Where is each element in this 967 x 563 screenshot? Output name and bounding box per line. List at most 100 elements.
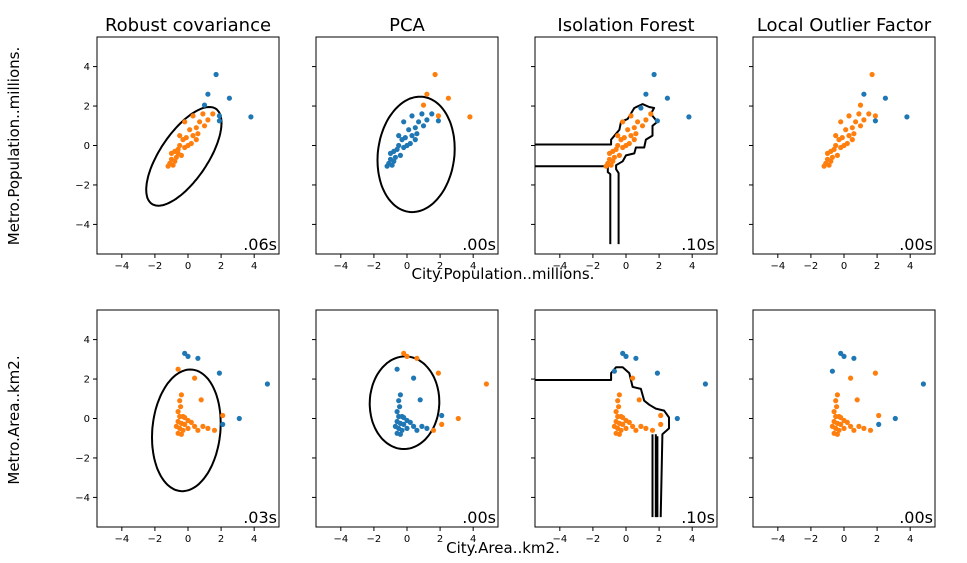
data-point-inlier [195,427,201,433]
data-point-inlier [198,397,204,403]
data-point-inlier [165,163,171,169]
data-point-inlier [396,398,402,404]
data-point-outlier [904,114,910,120]
subplot-title: Isolation Forest [557,15,694,36]
data-point-inlier [384,163,390,169]
data-point-inlier [633,131,639,137]
data-point-outlier [467,114,473,120]
data-point-inlier [616,404,622,410]
data-point-inlier [843,127,849,133]
data-point-inlier [412,125,418,131]
data-point-inlier [399,427,405,433]
data-point-inlier [401,414,407,421]
data-point-inlier [180,137,186,143]
data-point-outlier [638,105,644,111]
data-point-outlier [420,102,427,108]
data-point-inlier [636,397,642,403]
x-tick-label: −2 [367,261,382,272]
data-point-inlier [396,133,402,139]
x-tick-label: 2 [218,534,224,545]
data-point-outlier [611,368,618,374]
data-point-inlier [396,142,402,149]
data-point-inlier [626,419,632,425]
data-point-inlier [846,113,852,119]
subplot-2: PCA −4 −2 0 2 4 .00s [312,15,499,272]
x-label-top: City.Population..millions. [412,265,595,283]
data-point-inlier [420,123,427,129]
data-point-inlier [648,111,654,117]
data-point-inlier [851,131,857,137]
data-point-inlier [172,158,178,164]
subplot-7: −4 −2 0 2 4 .10s [531,309,718,545]
data-point-inlier [401,144,407,151]
decision-boundary [150,368,222,493]
x-tick-label: 0 [404,261,410,272]
data-point-inlier [177,133,183,139]
x-tick-label: 2 [656,534,662,545]
data-point-inlier [628,113,634,119]
data-point-outlier [205,91,211,97]
data-point-inlier [603,163,609,169]
data-point-inlier [190,133,196,139]
x-tick-label: −4 [333,534,348,545]
data-point-inlier [856,423,862,429]
data-point-inlier [220,412,226,419]
data-point-inlier [409,113,415,119]
data-point-inlier [417,397,423,403]
data-point-inlier [623,425,629,431]
x-tick-label: 4 [689,534,695,545]
x-tick-label: −4 [770,261,785,272]
y-tick-label: 2 [84,375,90,386]
data-point-inlier [416,119,422,125]
x-tick-label: −4 [770,534,785,545]
data-point-outlier [920,381,927,387]
data-point-inlier [424,425,430,431]
subplot-1: Robust covariance −4 −2 0 2 4 −4 −2 0 2 4 .06s [75,15,280,272]
data-point-inlier [631,125,637,131]
data-point-inlier [844,419,850,425]
data-point-inlier [180,427,186,433]
x-tick-label: 4 [907,534,913,545]
data-point-outlier [623,353,629,359]
y-tick-label: 4 [84,335,90,346]
data-point-outlier [435,370,441,376]
data-point-inlier [849,125,855,131]
data-point-inlier [435,118,441,124]
data-point-inlier [205,117,211,123]
data-point-inlier [399,137,405,143]
data-point-inlier [615,133,621,139]
data-point-inlier [192,375,198,381]
data-point-inlier [833,133,839,139]
data-point-outlier [838,350,844,356]
data-point-outlier [216,113,222,119]
data-point-inlier [849,137,855,143]
data-point-inlier [615,142,621,149]
data-point-outlier [664,95,671,101]
data-point-inlier [821,163,827,169]
data-point-inlier [857,123,864,129]
data-point-inlier [630,375,636,381]
data-point-inlier [856,111,862,117]
data-point-outlier [702,381,709,387]
data-point-outlier [876,421,882,427]
fit-time-label: .03s [243,508,277,527]
x-tick-label: −4 [552,261,567,272]
data-point-outlier [674,415,680,422]
data-point-inlier [616,431,623,437]
data-point-inlier [834,392,841,398]
data-point-inlier [409,133,415,139]
fit-time-label: .10s [681,235,715,254]
data-point-inlier [649,427,656,433]
data-point-inlier [389,162,395,168]
data-point-outlier [216,118,222,124]
data-point-inlier [175,150,181,156]
data-point-inlier [620,421,626,427]
data-point-inlier [853,119,859,125]
data-point-inlier [608,162,614,168]
data-point-outlier [226,95,232,101]
data-point-outlier [861,91,867,97]
x-tick-label: 4 [689,261,695,272]
subplot-6: −4 −2 0 2 4 .00s [312,309,499,545]
data-point-inlier [872,113,879,119]
data-point-inlier [846,133,852,139]
